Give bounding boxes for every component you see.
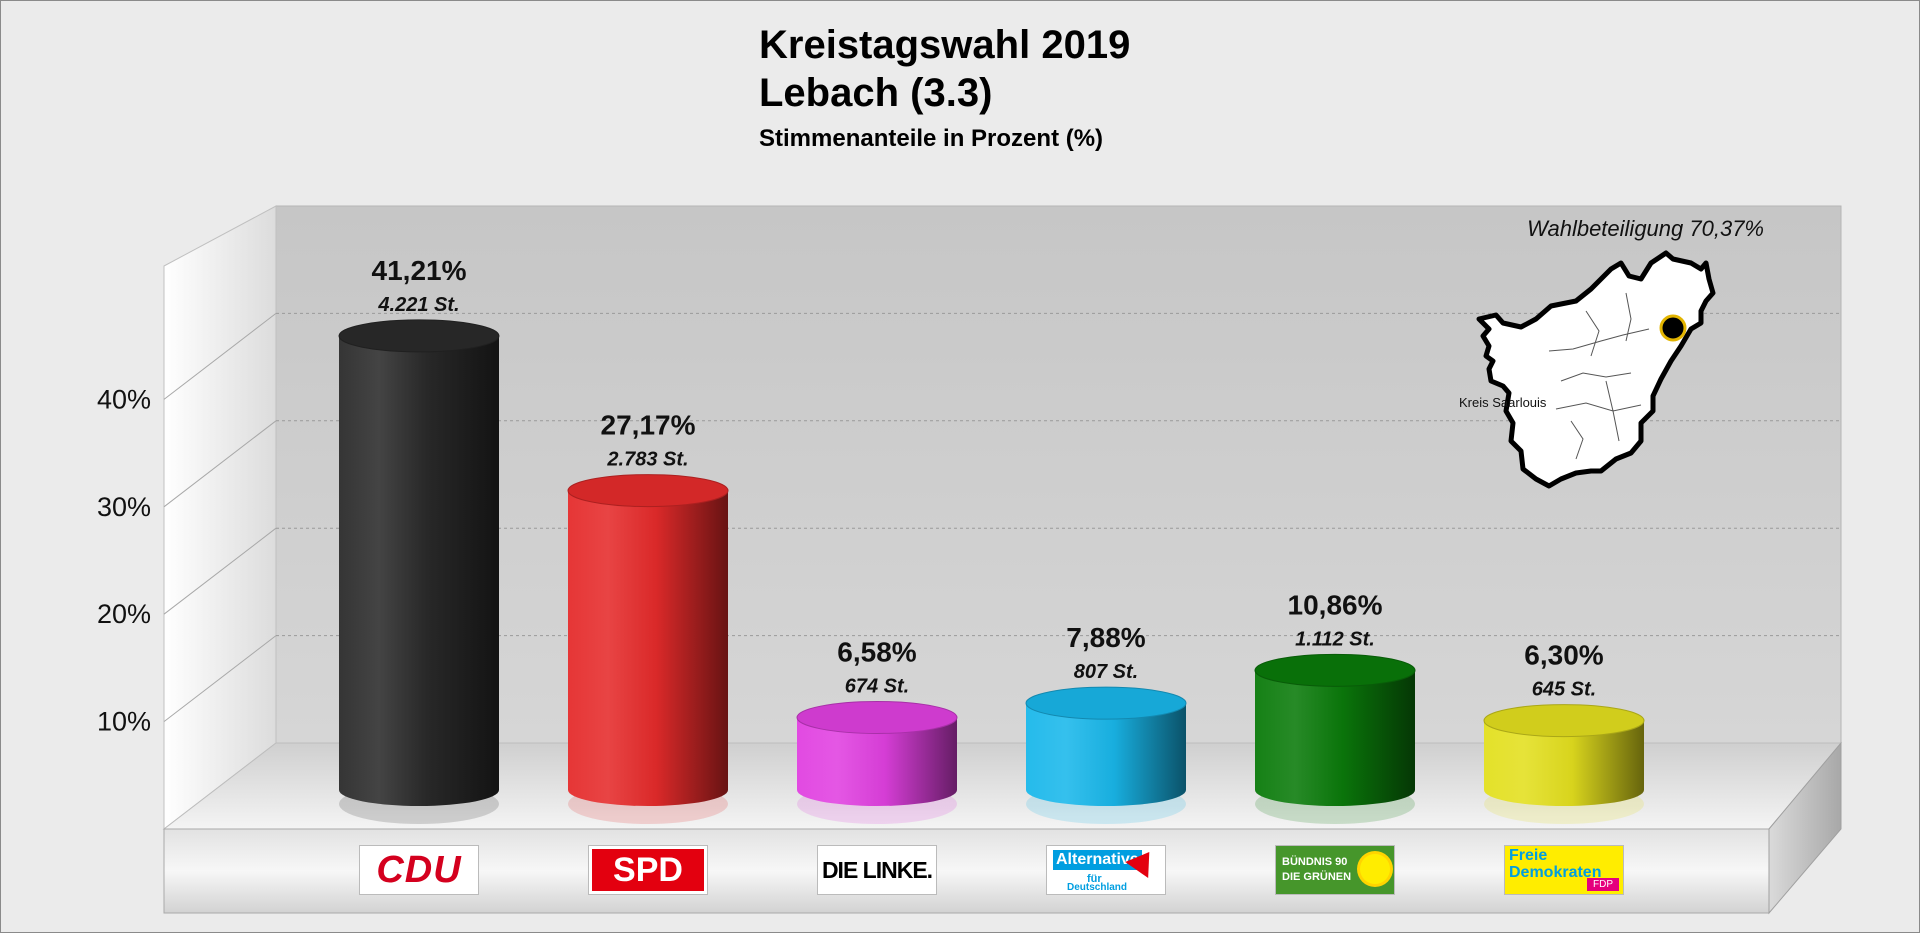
y-axis-ticks: 10% 20% 30% 40% bbox=[97, 384, 151, 736]
chart-subtitle: Lebach (3.3) bbox=[759, 71, 993, 115]
gridline-left-wall bbox=[163, 635, 277, 722]
bar-top bbox=[338, 319, 500, 353]
logo-die-linke: DIE LINKE. bbox=[817, 845, 937, 895]
floor-right-edge bbox=[1768, 741, 1842, 915]
bars bbox=[338, 319, 1645, 824]
votes-label: 674 St. bbox=[845, 675, 909, 697]
bar-body bbox=[797, 717, 957, 806]
logo-fdp-text-2: Demokraten bbox=[1509, 864, 1602, 881]
logo-cdu-text: CDU bbox=[376, 849, 462, 891]
floor-front-edge bbox=[163, 828, 1770, 914]
value-label: 41,21% bbox=[372, 255, 467, 286]
bar-body bbox=[568, 490, 728, 806]
y-tick-label: 10% bbox=[97, 707, 151, 737]
sunflower-icon bbox=[1360, 854, 1390, 884]
bar-3 bbox=[1025, 686, 1187, 824]
value-label: 27,17% bbox=[601, 410, 696, 441]
map-location-marker bbox=[1659, 314, 1687, 342]
votes-label: 2.783 St. bbox=[606, 449, 688, 471]
bar-body bbox=[1255, 670, 1415, 806]
bar-top bbox=[1254, 653, 1416, 687]
map-label: Kreis Saarlouis bbox=[1459, 395, 1547, 410]
bar-body bbox=[339, 335, 499, 806]
value-label: 6,58% bbox=[837, 636, 916, 667]
logo-cdu: CDU bbox=[359, 845, 479, 895]
logo-fdp: Freie Demokraten FDP bbox=[1504, 845, 1624, 895]
bar-2 bbox=[796, 700, 958, 824]
logo-afd-text-1: Alternative bbox=[1053, 850, 1142, 870]
bar-0 bbox=[338, 319, 500, 824]
bar-4 bbox=[1254, 653, 1416, 824]
bar-1 bbox=[567, 474, 729, 824]
gridline-left-wall bbox=[163, 313, 277, 400]
votes-label: 645 St. bbox=[1532, 679, 1596, 701]
logo-linke-text: DIE LINKE. bbox=[821, 857, 933, 883]
bar-body bbox=[1026, 703, 1186, 806]
logo-gruene-text-2: DIE GRÜNEN bbox=[1282, 871, 1352, 883]
district-map: Kreis Saarlouis bbox=[1459, 250, 1716, 489]
votes-label: 1.112 St. bbox=[1295, 628, 1375, 650]
gridlines bbox=[163, 312, 1841, 722]
logo-afd-text-2: für bbox=[1087, 873, 1102, 885]
chart-caption: Stimmenanteile in Prozent (%) bbox=[759, 125, 1104, 152]
logo-gruene-text-1: BÜNDNIS 90 bbox=[1282, 856, 1348, 868]
votes-label: 4.221 St. bbox=[377, 294, 459, 316]
bar-top bbox=[1025, 686, 1187, 720]
gridline-left-wall bbox=[163, 527, 277, 615]
value-label: 6,30% bbox=[1524, 640, 1603, 671]
gridline-left-wall bbox=[163, 420, 277, 508]
y-tick-label: 30% bbox=[97, 492, 151, 522]
data-labels: 41,21% 4.221 St. 27,17% 2.783 St. 6,58% 674 S… bbox=[372, 216, 1764, 701]
logo-spd-text: SPD bbox=[592, 849, 704, 891]
logo-fdp-text-1: Freie bbox=[1509, 847, 1548, 864]
map-inner-borders bbox=[1548, 292, 1650, 460]
value-label: 10,86% bbox=[1288, 589, 1383, 620]
logo-fdp-text-3: FDP bbox=[1587, 878, 1619, 891]
bar-top bbox=[1483, 704, 1645, 738]
chart-title: Kreistagswahl 2019 bbox=[759, 23, 1131, 67]
bar-top bbox=[567, 474, 729, 508]
y-tick-label: 40% bbox=[97, 384, 151, 414]
bar-top bbox=[796, 700, 958, 734]
y-tick-label: 20% bbox=[97, 599, 151, 629]
value-label: 7,88% bbox=[1066, 622, 1145, 653]
bar-5 bbox=[1483, 704, 1645, 824]
logo-afd-text-3: Deutschland bbox=[1067, 882, 1128, 893]
logo-spd: SPD bbox=[588, 845, 708, 895]
left-wall bbox=[163, 205, 277, 831]
votes-label: 807 St. bbox=[1074, 661, 1138, 683]
title-block: Kreistagswahl 2019 Lebach (3.3) Stimmena… bbox=[759, 21, 1459, 155]
logo-gruene: BÜNDNIS 90 DIE GRÜNEN bbox=[1275, 845, 1395, 895]
bar-body bbox=[1484, 720, 1644, 806]
logo-afd: Alternative für Deutschland bbox=[1046, 845, 1166, 895]
turnout-annotation: Wahlbeteiligung 70,37% bbox=[1527, 216, 1764, 241]
map-outline bbox=[1476, 250, 1716, 489]
